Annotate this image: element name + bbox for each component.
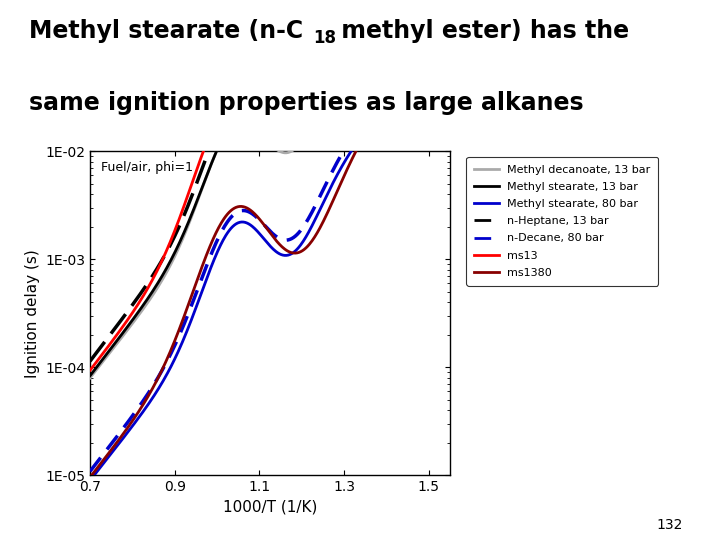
Text: methyl ester) has the: methyl ester) has the bbox=[333, 19, 629, 43]
Text: same ignition properties as large alkanes: same ignition properties as large alkane… bbox=[29, 91, 583, 114]
Text: 18: 18 bbox=[313, 29, 336, 46]
Y-axis label: Ignition delay (s): Ignition delay (s) bbox=[24, 249, 40, 377]
Text: 132: 132 bbox=[657, 518, 683, 532]
Text: Methyl stearate (n-C: Methyl stearate (n-C bbox=[29, 19, 303, 43]
Legend: Methyl decanoate, 13 bar, Methyl stearate, 13 bar, Methyl stearate, 80 bar, n-He: Methyl decanoate, 13 bar, Methyl stearat… bbox=[467, 157, 659, 286]
X-axis label: 1000/T (1/K): 1000/T (1/K) bbox=[222, 500, 318, 515]
Text: Fuel/air, phi=1: Fuel/air, phi=1 bbox=[101, 161, 193, 174]
